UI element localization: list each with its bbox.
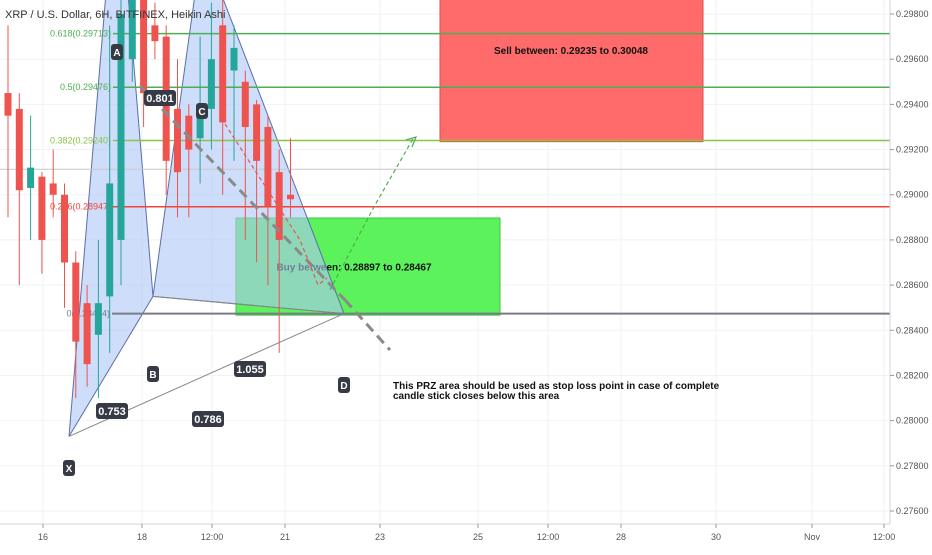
time-tick-label: 12:00 (873, 532, 896, 542)
price-tick-label: 0.29400 (896, 99, 929, 109)
price-tick-label: 0.29800 (896, 9, 929, 19)
time-tick-label: 30 (711, 532, 721, 542)
fib-level-label: 0.618(0.29713) (50, 29, 111, 39)
candle-body (264, 126, 272, 207)
candle-body (38, 176, 46, 240)
pattern-point-label: X (66, 464, 73, 475)
fib-level-label: 0.382(0.29240) (50, 136, 111, 146)
price-tick-label: 0.28400 (896, 325, 929, 335)
pattern-ratio-label: 0.753 (98, 406, 126, 418)
sell-zone-label: Sell between: 0.29235 to 0.30048 (494, 46, 648, 57)
candle-body (174, 108, 181, 173)
time-tick-label: 28 (616, 532, 626, 542)
price-tick-label: 0.29200 (896, 145, 929, 155)
candle-body (49, 183, 57, 195)
pattern-point-badge (147, 366, 159, 382)
candle-body (15, 108, 23, 191)
pattern-ratio-badge (96, 403, 128, 419)
price-tick-label: 0.29600 (896, 54, 929, 64)
candle-body (275, 172, 283, 240)
candle-body (253, 104, 261, 161)
time-tick-label: 21 (280, 532, 290, 542)
prz-note-line1: This PRZ area should be used as stop los… (393, 381, 720, 392)
price-tick-label: 0.29000 (896, 190, 929, 200)
candle-body (185, 115, 193, 150)
candle-body (196, 115, 204, 139)
sell-zone-box (439, 0, 704, 143)
pattern-bd-line (152, 295, 345, 315)
price-tick-label: 0.28800 (896, 235, 929, 245)
candle-body (241, 81, 249, 127)
fib-level-label: 0.236(0.28947) (50, 202, 111, 212)
time-tick-label: 12:00 (537, 532, 560, 542)
candle-body (94, 303, 102, 335)
price-tick-label: 0.27600 (896, 506, 929, 516)
price-tick-label: 0.28200 (896, 370, 929, 380)
fib-layer: 1(0.30478)0.786(0.30049)0.618(0.29713)0.… (0, 29, 890, 319)
candle-body (230, 47, 238, 71)
pattern-ratio-label: 1.055 (236, 364, 264, 376)
time-tick-label: 18 (137, 532, 147, 542)
candle-body (287, 194, 294, 200)
candle-body (128, 0, 136, 60)
green-arrow-head (405, 136, 418, 148)
time-tick-label: 25 (473, 532, 483, 542)
pattern-point-label: A (113, 48, 120, 59)
candle-body (140, 0, 148, 94)
candle-body (83, 303, 91, 365)
price-tick-label: 0.27800 (896, 461, 929, 471)
candle-body (151, 25, 159, 42)
pattern-point-badge (63, 460, 75, 476)
pattern-point-badge (196, 103, 208, 119)
time-tick-label: 23 (375, 532, 385, 542)
buy-zone-label: Buy between: 0.28897 to 0.28467 (276, 263, 432, 274)
pattern-point-badge (338, 377, 350, 393)
pattern-ratio-label: 0.786 (194, 414, 222, 426)
candle-body (72, 262, 80, 342)
pattern-ratio-badge (234, 361, 266, 377)
green-dashed-projection (329, 136, 415, 291)
candle-layer (4, 0, 294, 399)
pattern-ratio-label: 0.801 (146, 93, 174, 105)
pattern-ratio-badge (192, 411, 224, 427)
candle-body (219, 25, 227, 123)
time-tick-label: Nov (804, 532, 821, 542)
pattern-point-label: B (149, 370, 156, 381)
price-tick-label: 0.28600 (896, 280, 929, 290)
fib-level-label: 0.5(0.29476) (60, 82, 111, 92)
candle-body (106, 183, 114, 297)
prz-note-line2: candle stick closes below this area (393, 391, 560, 402)
pattern-point-label: C (198, 107, 205, 118)
candle-body (207, 59, 215, 109)
chart-title: XRP / U.S. Dollar, 6H, BITFINEX, Heikin … (5, 9, 225, 21)
candle-body (4, 93, 12, 116)
dashed-trendline-ad (138, 84, 347, 302)
time-tick-label: 12:00 (201, 532, 224, 542)
pattern-point-label: D (340, 381, 347, 392)
price-tick-label: 0.28000 (896, 416, 929, 426)
price-axis-bg (890, 0, 932, 550)
pattern-point-badge (111, 44, 123, 60)
time-tick-label: 16 (38, 532, 48, 542)
candle-body (117, 14, 125, 240)
pattern-ratio-badge (144, 90, 176, 106)
red-dashed-projection (224, 123, 328, 286)
candle-body (27, 167, 35, 188)
dashed-trendline-ext (343, 298, 392, 352)
candle-body (61, 194, 68, 263)
